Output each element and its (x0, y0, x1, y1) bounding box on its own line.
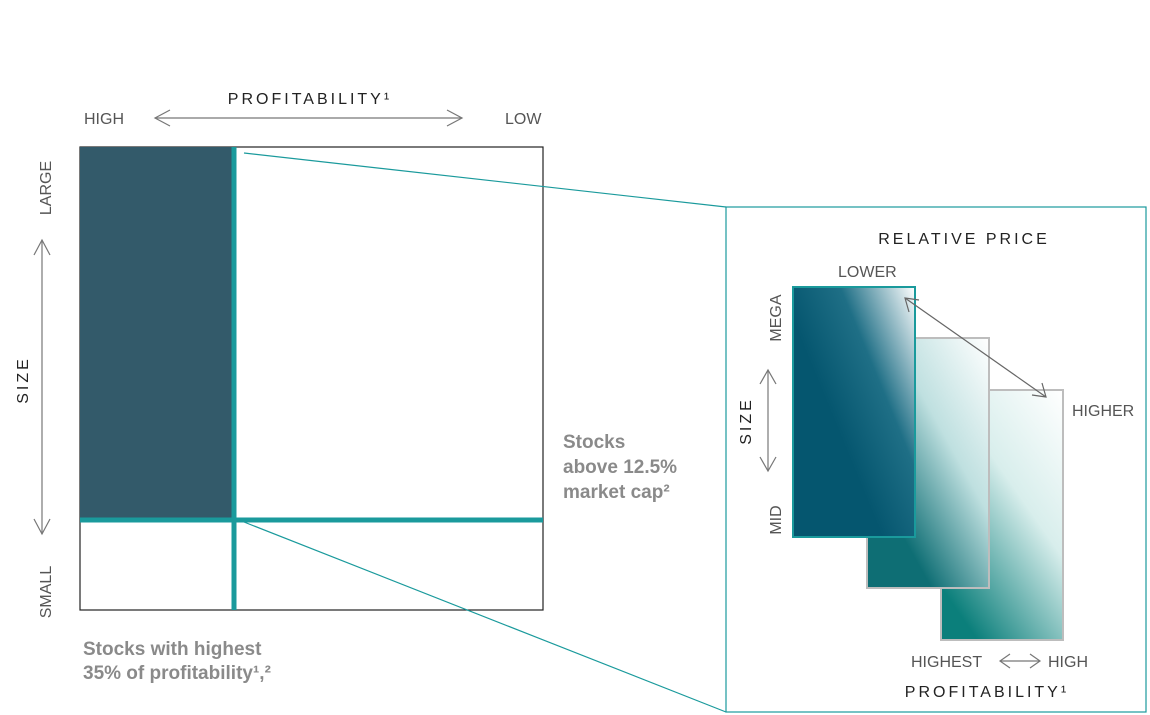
size-axis-title: SIZE (15, 356, 32, 404)
profitability-note: Stocks with highest 35% of profitability… (83, 639, 271, 684)
zoom-connector-top (243, 152, 727, 208)
high-profitability-zoom-label: HIGH (1048, 654, 1088, 671)
zoom-profitability-title: PROFITABILITY¹ (905, 684, 1069, 701)
high-profit-large-cap-block (80, 147, 234, 520)
diagonal-double-arrow-icon (904, 297, 1047, 398)
market-cap-note-line-3: market cap² (563, 482, 670, 503)
mega-size-label: MEGA (768, 294, 785, 341)
zoom-horizontal-double-arrow-icon (998, 653, 1042, 669)
relative-price-title: RELATIVE PRICE (878, 231, 1050, 248)
highest-profitability-label: HIGHEST (911, 654, 982, 671)
zoom-connector-bottom (243, 521, 727, 713)
lower-price-label: LOWER (838, 264, 897, 281)
market-cap-note-line-2: above 12.5% (563, 457, 677, 478)
horizontal-double-arrow-icon (153, 109, 464, 127)
zoom-size-axis-title: SIZE (738, 397, 755, 445)
profitability-note-line-1: Stocks with highest (83, 639, 262, 660)
profitability-axis-title: PROFITABILITY¹ (228, 91, 392, 108)
market-cap-note-line-1: Stocks (563, 432, 625, 453)
low-profitability-label: LOW (505, 111, 542, 128)
lower-price-layer-front (792, 286, 916, 538)
high-profitability-label: HIGH (84, 111, 124, 128)
large-size-label: LARGE (38, 161, 55, 215)
vertical-double-arrow-icon (33, 238, 51, 536)
mid-size-label: MID (768, 505, 785, 534)
zoom-vertical-double-arrow-icon (759, 368, 777, 473)
market-cap-note: Stocks above 12.5% market cap² (563, 432, 682, 503)
profitability-note-line-2: 35% of profitability¹,² (83, 663, 271, 684)
higher-price-label: HIGHER (1072, 403, 1134, 420)
small-size-label: SMALL (38, 566, 55, 619)
